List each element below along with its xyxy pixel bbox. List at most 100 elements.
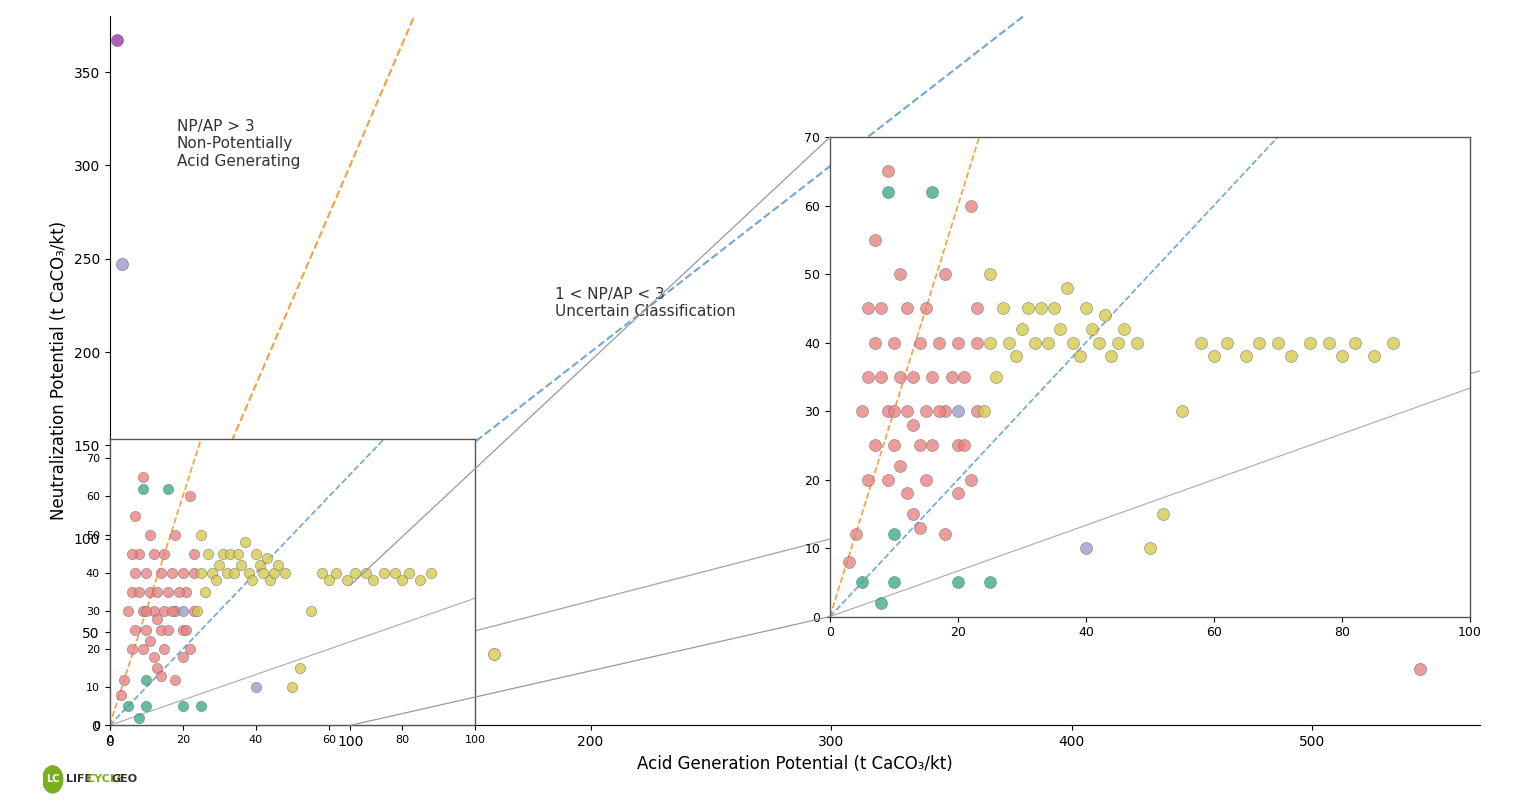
Point xyxy=(966,301,990,314)
Point xyxy=(119,585,143,598)
Point xyxy=(894,487,918,500)
Point xyxy=(946,487,970,500)
Point xyxy=(952,438,976,451)
Point xyxy=(151,607,175,620)
Point xyxy=(222,691,247,704)
Point xyxy=(271,648,295,661)
Point xyxy=(163,604,187,617)
Point xyxy=(894,405,918,418)
Point xyxy=(160,654,184,667)
Point xyxy=(155,624,180,637)
Point xyxy=(218,700,242,713)
Text: NP/AP > 3
Non-Potentially
Acid Generating: NP/AP > 3 Non-Potentially Acid Generatin… xyxy=(177,118,300,168)
Point xyxy=(168,585,192,598)
Point xyxy=(169,641,193,654)
Point xyxy=(230,663,254,676)
Point xyxy=(122,696,146,709)
Point xyxy=(990,301,1014,314)
Point xyxy=(908,521,932,534)
Point xyxy=(225,547,250,560)
Point xyxy=(155,585,180,598)
Point xyxy=(145,662,169,675)
Point xyxy=(244,547,268,560)
Point xyxy=(353,567,378,580)
Point xyxy=(149,669,174,682)
Point xyxy=(1004,350,1028,363)
Point xyxy=(192,585,216,598)
Point xyxy=(844,528,868,541)
X-axis label: Acid Generation Potential (t CaCO₃/kt): Acid Generation Potential (t CaCO₃/kt) xyxy=(637,754,953,773)
Point xyxy=(254,648,279,661)
Point xyxy=(157,625,181,638)
Point xyxy=(134,567,158,580)
Point xyxy=(1362,350,1386,363)
Point xyxy=(152,604,177,617)
Point xyxy=(137,585,161,598)
Point xyxy=(946,575,970,588)
Point xyxy=(134,604,158,617)
Point xyxy=(119,642,143,655)
Point xyxy=(157,709,181,722)
Point xyxy=(242,648,267,661)
Point xyxy=(210,547,235,560)
Point xyxy=(174,624,198,637)
Point xyxy=(390,574,414,587)
Point xyxy=(110,709,134,722)
Point xyxy=(206,644,230,657)
Point xyxy=(126,663,151,676)
Point xyxy=(1100,350,1124,363)
Point xyxy=(149,567,174,580)
Point xyxy=(882,336,906,349)
Point xyxy=(398,567,422,580)
Point xyxy=(317,574,341,587)
Point xyxy=(180,644,204,657)
Point xyxy=(129,691,154,704)
Point xyxy=(186,604,210,617)
Point xyxy=(926,336,950,349)
Point xyxy=(178,642,203,655)
Point xyxy=(126,585,151,598)
Point xyxy=(894,301,918,314)
Point xyxy=(149,624,174,637)
Point xyxy=(142,604,166,617)
Point xyxy=(146,709,171,722)
Point xyxy=(201,637,225,650)
Point xyxy=(1112,322,1136,335)
Point xyxy=(1106,336,1130,349)
Point xyxy=(119,547,143,560)
Point xyxy=(870,370,894,383)
Point xyxy=(934,528,958,541)
Bar xyxy=(110,585,350,725)
Point xyxy=(1138,542,1162,555)
Point xyxy=(134,700,158,713)
Point xyxy=(940,370,964,383)
Text: 1 < NP/AP < 3
Uncertain Classification: 1 < NP/AP < 3 Uncertain Classification xyxy=(554,287,736,319)
Point xyxy=(142,650,166,663)
Point xyxy=(181,547,206,560)
Point xyxy=(1042,301,1066,314)
Point xyxy=(171,650,195,663)
Point xyxy=(372,567,396,580)
Point xyxy=(171,604,195,617)
Point xyxy=(966,336,990,349)
Point xyxy=(139,663,163,676)
Point xyxy=(117,715,142,728)
Point xyxy=(164,644,189,657)
Point xyxy=(163,635,187,648)
Point xyxy=(1080,322,1104,335)
Point xyxy=(196,641,221,654)
Point xyxy=(382,567,407,580)
Text: NP/AP < 1
Potentially Acid Generating: NP/AP < 1 Potentially Acid Generating xyxy=(844,412,1052,444)
Point xyxy=(265,559,289,571)
Point xyxy=(244,681,268,694)
Point xyxy=(946,438,970,451)
Point xyxy=(888,459,912,472)
Point xyxy=(181,604,206,617)
Point xyxy=(200,567,224,580)
Point xyxy=(419,567,443,580)
Point xyxy=(123,624,148,637)
Point xyxy=(218,547,242,560)
Point xyxy=(1054,281,1078,294)
Point xyxy=(908,336,932,349)
Point xyxy=(126,547,151,560)
